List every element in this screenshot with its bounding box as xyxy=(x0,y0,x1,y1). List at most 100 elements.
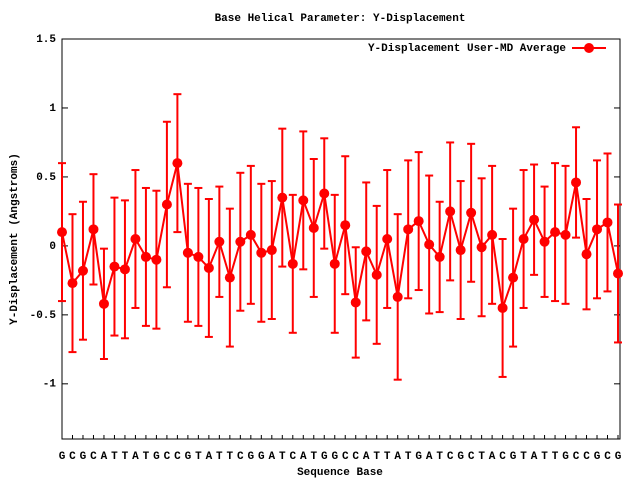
y-tick-label: -1 xyxy=(43,379,57,391)
x-tick-label: G xyxy=(248,451,255,463)
x-tick-label: G xyxy=(321,451,328,463)
data-point xyxy=(539,236,550,247)
x-tick-label: C xyxy=(342,451,349,463)
data-point xyxy=(256,247,267,258)
data-point xyxy=(88,224,99,235)
data-point xyxy=(413,216,424,227)
data-point xyxy=(67,278,78,289)
data-point xyxy=(119,264,130,275)
x-tick-label: T xyxy=(384,451,391,463)
x-tick-label: A xyxy=(269,451,276,463)
x-tick-label: T xyxy=(279,451,286,463)
chart-title: Base Helical Parameter: Y-Displacement xyxy=(215,13,466,25)
y-tick-label: 0.5 xyxy=(36,172,56,184)
data-point xyxy=(319,188,330,199)
x-tick-label: T xyxy=(195,451,202,463)
x-tick-label: A xyxy=(101,451,108,463)
data-point xyxy=(550,227,561,238)
data-point xyxy=(193,251,204,262)
data-point xyxy=(613,268,623,279)
x-tick-label: C xyxy=(174,451,181,463)
x-tick-label: C xyxy=(69,451,76,463)
data-point xyxy=(382,234,393,244)
x-tick-label: G xyxy=(594,451,601,463)
data-point xyxy=(308,222,319,233)
x-tick-label: C xyxy=(583,451,590,463)
data-point xyxy=(371,269,382,280)
data-point xyxy=(329,258,340,269)
x-tick-label: T xyxy=(310,451,317,463)
x-tick-label: C xyxy=(164,451,171,463)
data-point xyxy=(277,192,288,203)
y-tick-label: 0 xyxy=(49,241,56,253)
data-point xyxy=(77,265,88,276)
legend-label: Y-Displacement User-MD Average xyxy=(368,43,566,55)
x-tick-label: T xyxy=(478,451,485,463)
data-point xyxy=(497,302,508,313)
data-point xyxy=(560,229,571,240)
data-point xyxy=(518,234,529,244)
x-tick-label: A xyxy=(489,451,496,463)
y-tick-label: 1 xyxy=(49,103,56,115)
data-point xyxy=(172,158,183,169)
x-tick-label: A xyxy=(426,451,433,463)
x-tick-label: T xyxy=(436,451,443,463)
data-point xyxy=(298,195,309,206)
x-tick-label: C xyxy=(352,451,359,463)
x-tick-label: T xyxy=(216,451,223,463)
x-tick-label: C xyxy=(573,451,580,463)
x-tick-label: G xyxy=(59,451,66,463)
x-tick-label: G xyxy=(562,451,569,463)
data-point xyxy=(151,254,162,265)
x-tick-label: G xyxy=(331,451,338,463)
x-tick-label: T xyxy=(143,451,150,463)
x-tick-label: T xyxy=(405,451,412,463)
x-tick-label: G xyxy=(185,451,192,463)
x-tick-label: A xyxy=(363,451,370,463)
x-tick-label: C xyxy=(237,451,244,463)
data-point xyxy=(130,234,141,244)
data-point xyxy=(529,214,540,225)
data-point xyxy=(224,272,235,283)
x-tick-label: G xyxy=(615,451,622,463)
x-tick-label: C xyxy=(468,451,475,463)
x-tick-label: A xyxy=(300,451,307,463)
data-point xyxy=(109,261,120,272)
x-tick-label: T xyxy=(373,451,380,463)
data-point xyxy=(476,242,487,253)
data-point xyxy=(392,291,403,302)
y-axis-label: Y-Displacement (Angstroms) xyxy=(9,153,21,325)
data-point xyxy=(235,236,246,247)
data-point xyxy=(445,206,456,217)
x-tick-label: T xyxy=(520,451,527,463)
data-point xyxy=(140,251,151,262)
data-point xyxy=(350,297,361,308)
x-tick-label: G xyxy=(510,451,517,463)
x-tick-label: T xyxy=(227,451,234,463)
data-point xyxy=(287,258,298,269)
x-tick-label: T xyxy=(552,451,559,463)
y-tick-label: -0.5 xyxy=(30,310,57,322)
data-point xyxy=(487,229,498,240)
data-point xyxy=(214,236,225,247)
x-tick-label: C xyxy=(90,451,97,463)
data-point xyxy=(455,245,466,256)
data-point xyxy=(434,251,445,262)
data-point xyxy=(161,199,172,210)
x-tick-label: C xyxy=(604,451,611,463)
data-point xyxy=(403,224,414,235)
x-tick-label: G xyxy=(258,451,265,463)
x-tick-label: G xyxy=(80,451,87,463)
data-point xyxy=(98,298,109,309)
x-axis-label: Sequence Base xyxy=(297,467,383,479)
data-point xyxy=(571,177,582,188)
data-point xyxy=(203,262,214,273)
x-tick-label: C xyxy=(289,451,296,463)
x-tick-label: T xyxy=(111,451,118,463)
data-point xyxy=(266,245,277,256)
data-point xyxy=(581,249,592,260)
x-tick-label: G xyxy=(415,451,422,463)
data-point xyxy=(592,224,603,235)
data-point xyxy=(340,220,351,231)
